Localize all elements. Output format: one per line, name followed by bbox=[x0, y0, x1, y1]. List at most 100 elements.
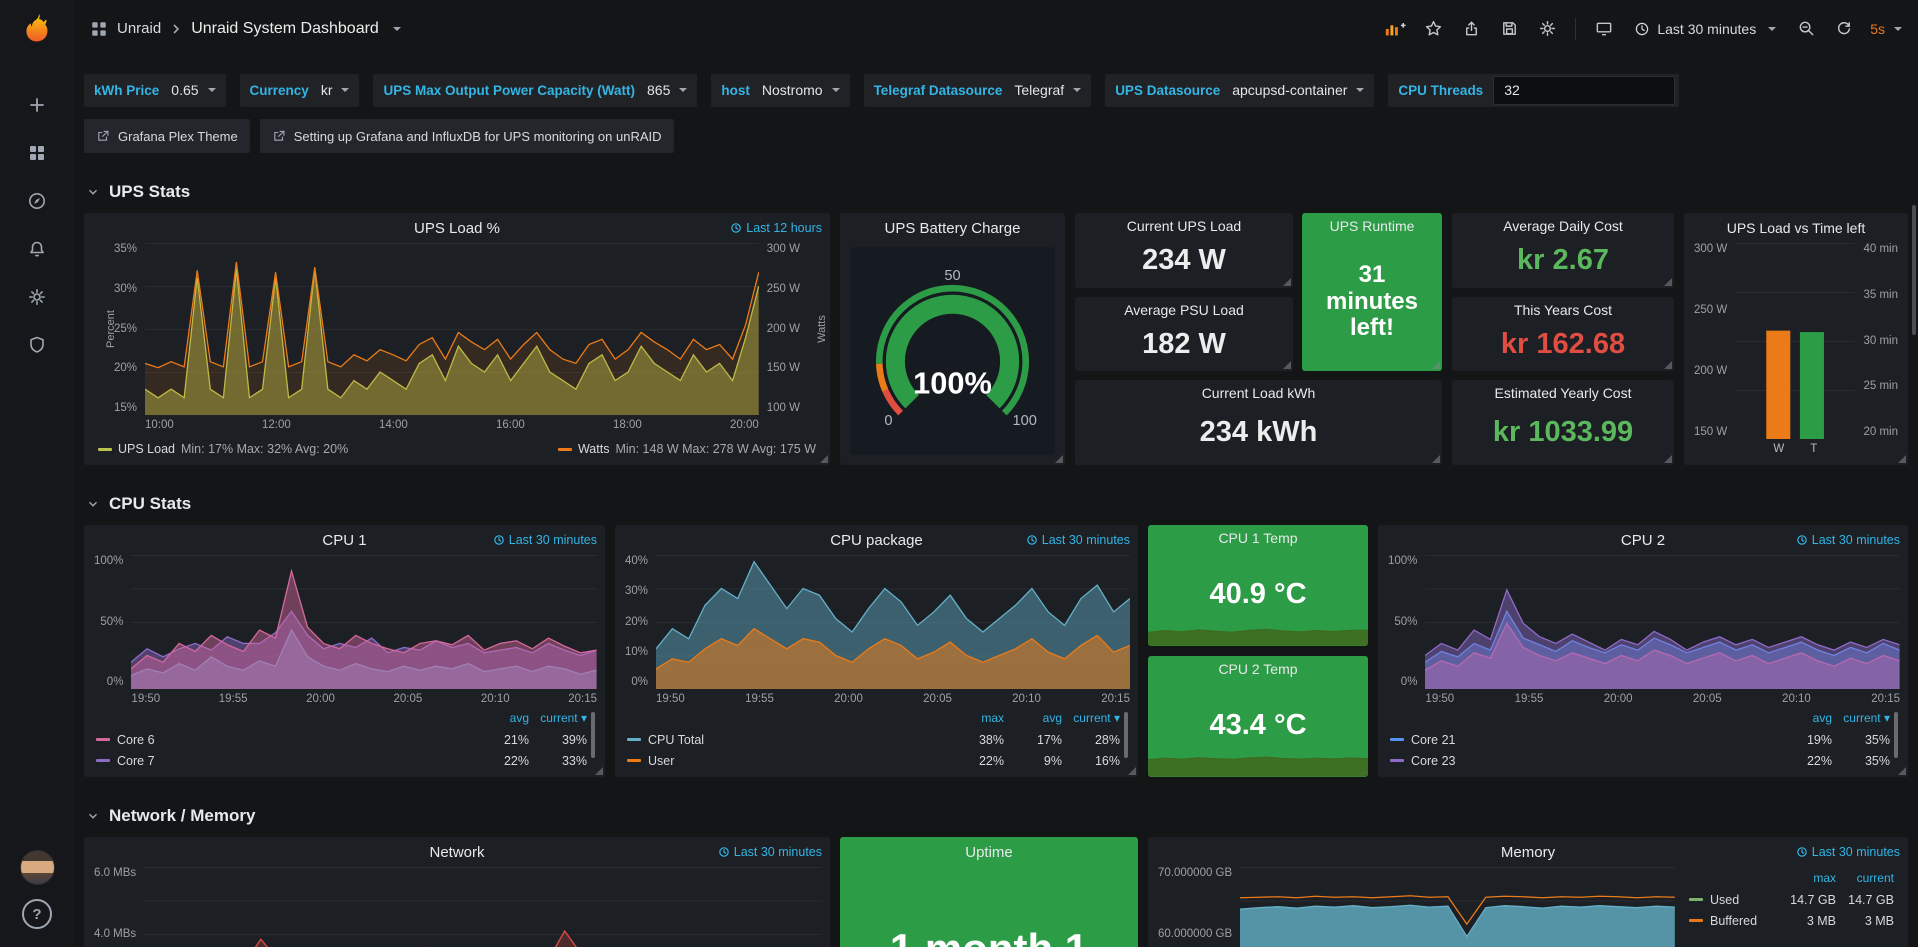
legend-series-name[interactable]: Core 21 bbox=[1390, 733, 1774, 747]
cpu-threads-input[interactable] bbox=[1493, 76, 1675, 105]
panel-time-range[interactable]: Last 30 minutes bbox=[1026, 525, 1130, 555]
variable-dropdown[interactable]: Telegraf bbox=[1012, 74, 1091, 107]
legend-series-name[interactable]: Used bbox=[1689, 893, 1778, 907]
panel-title[interactable]: UPS Runtime bbox=[1330, 218, 1415, 234]
load-vs-time-chart[interactable] bbox=[1735, 243, 1855, 439]
variable-dropdown[interactable]: 0.65 bbox=[169, 74, 225, 107]
settings-gear-icon[interactable] bbox=[1529, 13, 1565, 45]
variable-currency: Currency kr bbox=[240, 74, 360, 107]
legend-item[interactable]: WattsMin: 148 W Max: 278 W Avg: 175 W bbox=[558, 439, 816, 459]
axis-tick: 20:15 bbox=[1871, 693, 1900, 709]
help-icon[interactable]: ? bbox=[22, 899, 52, 929]
panel-title[interactable]: Uptime bbox=[965, 844, 1013, 861]
panel-title[interactable]: CPU 1 Temp bbox=[1218, 530, 1297, 546]
legend-item[interactable]: UPS LoadMin: 17% Max: 32% Avg: 20% bbox=[98, 439, 348, 459]
cpu-package-chart[interactable] bbox=[656, 555, 1130, 689]
legend-column-avg[interactable]: avg bbox=[1774, 711, 1832, 729]
add-panel-icon[interactable] bbox=[1377, 13, 1413, 45]
star-icon[interactable] bbox=[1415, 13, 1451, 45]
configuration-gear-icon[interactable] bbox=[14, 274, 60, 320]
cpu2-chart[interactable] bbox=[1425, 555, 1900, 689]
panel-time-range[interactable]: Last 30 minutes bbox=[1796, 837, 1900, 867]
legend-column-max[interactable]: max bbox=[946, 711, 1004, 729]
section-ups-stats[interactable]: UPS Stats bbox=[86, 179, 1908, 205]
link-ups-monitoring-guide[interactable]: Setting up Grafana and InfluxDB for UPS … bbox=[260, 119, 674, 153]
time-range-picker[interactable]: Last 30 minutes bbox=[1624, 21, 1786, 37]
refresh-interval[interactable]: 5s bbox=[1864, 21, 1887, 37]
grafana-logo-icon[interactable] bbox=[21, 12, 53, 47]
alerting-bell-icon[interactable] bbox=[14, 226, 60, 272]
add-icon[interactable] bbox=[14, 82, 60, 128]
memory-chart[interactable] bbox=[1240, 867, 1675, 947]
legend-column-avg[interactable]: avg bbox=[1004, 711, 1062, 729]
legend-column-max[interactable]: max bbox=[1778, 871, 1836, 889]
legend-series-name[interactable]: UPS Load bbox=[118, 442, 175, 456]
panel-title[interactable]: Network bbox=[429, 844, 484, 861]
variable-dropdown[interactable]: kr bbox=[319, 74, 360, 107]
legend-column-avg[interactable]: avg bbox=[471, 711, 529, 729]
panel-time-range[interactable]: Last 12 hours bbox=[730, 213, 822, 243]
dashboard-title[interactable]: Unraid System Dashboard bbox=[191, 20, 379, 38]
legend-series-name[interactable]: Core 6 bbox=[96, 733, 471, 747]
save-icon[interactable] bbox=[1491, 13, 1527, 45]
battery-gauge[interactable]: 050100100% bbox=[850, 247, 1055, 455]
legend-series-name[interactable]: Core 23 bbox=[1390, 754, 1774, 768]
variable-dropdown[interactable]: 865 bbox=[645, 74, 697, 107]
panel-title[interactable]: CPU package bbox=[830, 532, 923, 549]
section-network-memory[interactable]: Network / Memory bbox=[86, 803, 1908, 829]
refresh-caret-icon[interactable] bbox=[1894, 27, 1902, 31]
dashboards-icon[interactable] bbox=[14, 130, 60, 176]
legend-column-current[interactable]: current ▾ bbox=[1832, 711, 1890, 729]
panel-title[interactable]: Average Daily Cost bbox=[1503, 218, 1623, 234]
panel-title[interactable]: CPU 1 bbox=[322, 532, 366, 549]
panel-time-range[interactable]: Last 30 minutes bbox=[1796, 525, 1900, 555]
panel-title[interactable]: UPS Load % bbox=[414, 220, 500, 237]
refresh-icon[interactable] bbox=[1826, 13, 1862, 45]
server-admin-shield-icon[interactable] bbox=[14, 322, 60, 368]
panel-title[interactable]: Average PSU Load bbox=[1124, 302, 1244, 318]
axis-tick: 16:00 bbox=[496, 419, 525, 435]
legend-scrollbar[interactable] bbox=[1894, 712, 1898, 758]
legend-series-name[interactable]: User bbox=[627, 754, 946, 768]
legend-scrollbar[interactable] bbox=[1124, 712, 1128, 758]
cycle-view-monitor-icon[interactable] bbox=[1586, 13, 1622, 45]
apps-grid-icon[interactable] bbox=[90, 20, 108, 38]
scrollbar-thumb[interactable] bbox=[1912, 205, 1916, 335]
axis-tick: 250 W bbox=[1694, 305, 1727, 316]
variable-dropdown[interactable]: apcupsd-container bbox=[1230, 74, 1374, 107]
legend-column-current[interactable]: current bbox=[1836, 871, 1894, 889]
clock-icon bbox=[1796, 534, 1808, 546]
breadcrumb-folder[interactable]: Unraid bbox=[117, 20, 161, 37]
section-cpu-stats[interactable]: CPU Stats bbox=[86, 491, 1908, 517]
title-caret-icon[interactable] bbox=[393, 27, 401, 31]
panel-title[interactable]: Estimated Yearly Cost bbox=[1495, 385, 1632, 401]
panel-time-range[interactable]: Last 30 minutes bbox=[718, 837, 822, 867]
panel-title[interactable]: CPU 2 Temp bbox=[1218, 661, 1297, 677]
network-chart[interactable] bbox=[144, 867, 822, 947]
panel-title[interactable]: CPU 2 bbox=[1621, 532, 1665, 549]
zoom-out-icon[interactable] bbox=[1788, 13, 1824, 45]
user-avatar[interactable] bbox=[20, 850, 55, 885]
legend-series-name[interactable]: Buffered bbox=[1689, 914, 1778, 928]
legend-scrollbar[interactable] bbox=[591, 712, 595, 758]
share-icon[interactable] bbox=[1453, 13, 1489, 45]
ups-load-chart[interactable] bbox=[145, 243, 759, 415]
legend-column-current[interactable]: current ▾ bbox=[1062, 711, 1120, 729]
panel-title[interactable]: This Years Cost bbox=[1514, 302, 1612, 318]
panel-title[interactable]: Current UPS Load bbox=[1127, 218, 1241, 234]
legend-series-name[interactable]: Core 7 bbox=[96, 754, 471, 768]
variable-dropdown[interactable]: Nostromo bbox=[760, 74, 850, 107]
panel-title[interactable]: UPS Load vs Time left bbox=[1727, 220, 1866, 236]
legend-series-name[interactable]: CPU Total bbox=[627, 733, 946, 747]
explore-icon[interactable] bbox=[14, 178, 60, 224]
legend-series-name[interactable]: Watts bbox=[578, 442, 609, 456]
panel-title[interactable]: Memory bbox=[1501, 844, 1555, 861]
panel-time-range[interactable]: Last 30 minutes bbox=[493, 525, 597, 555]
link-grafana-plex-theme[interactable]: Grafana Plex Theme bbox=[84, 119, 250, 153]
panel-title[interactable]: Current Load kWh bbox=[1202, 385, 1316, 401]
legend-column-current[interactable]: current ▾ bbox=[529, 711, 587, 729]
cpu1-chart[interactable] bbox=[131, 555, 597, 689]
panel-title[interactable]: UPS Battery Charge bbox=[885, 220, 1021, 237]
axis-tick: 25% bbox=[114, 324, 137, 335]
panel-ups-runtime: UPS Runtime 31 minutes left! bbox=[1302, 213, 1442, 371]
